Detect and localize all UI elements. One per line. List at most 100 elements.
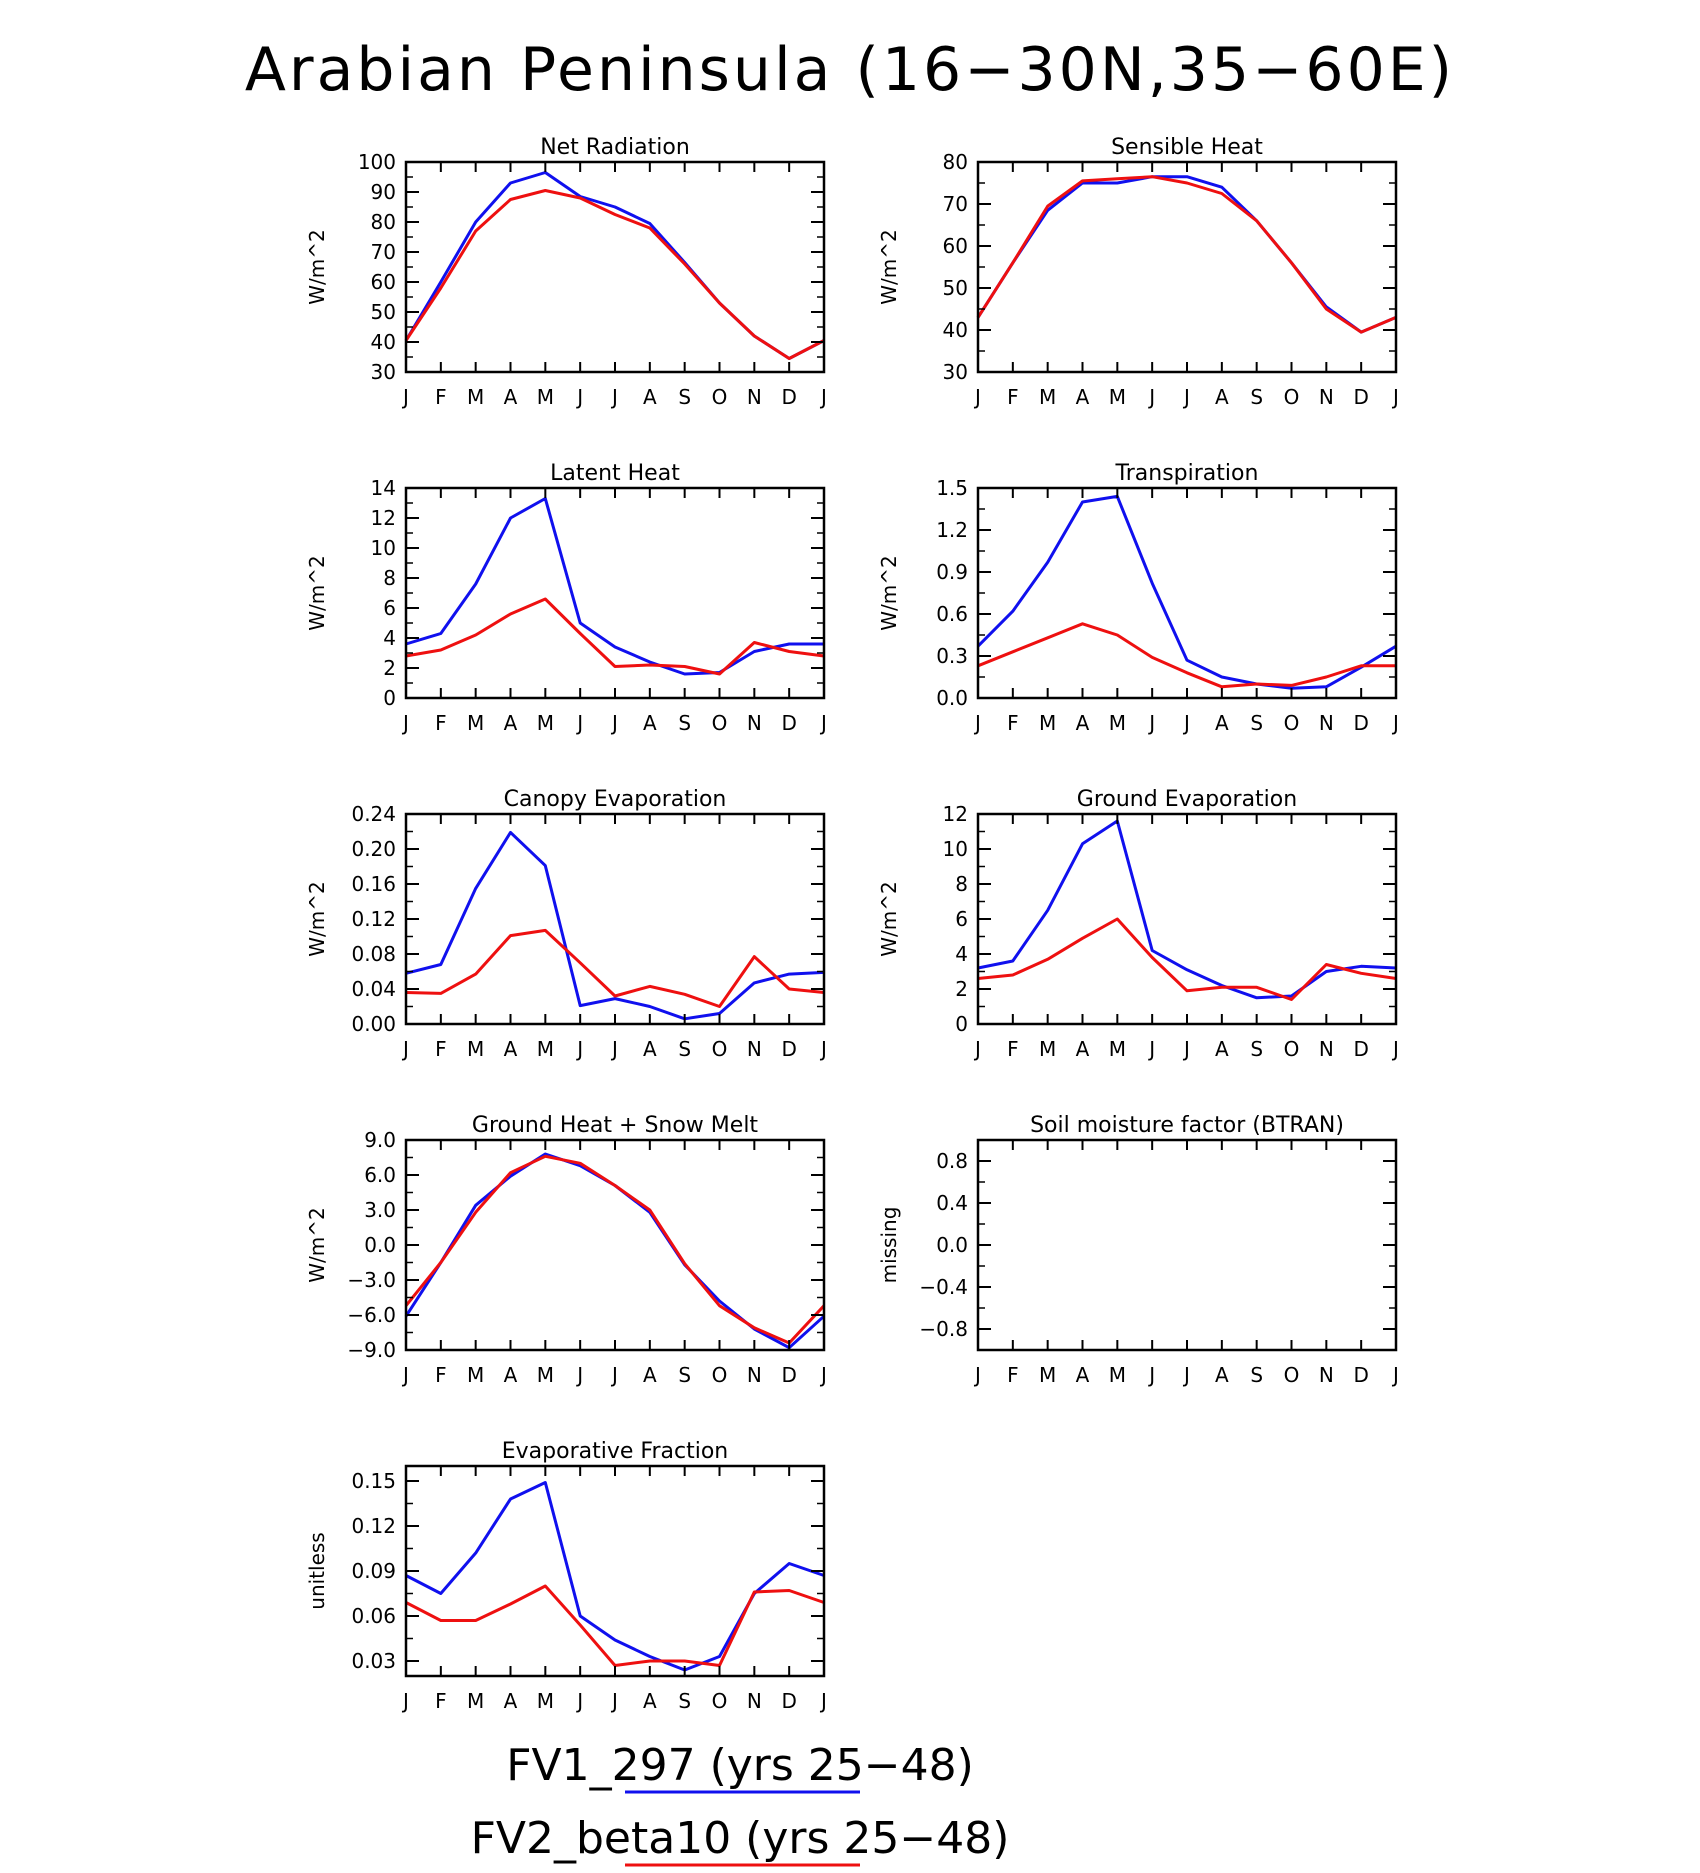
x-tick-label: O [1284, 1037, 1300, 1061]
x-tick-label: S [1250, 385, 1263, 409]
x-tick-label: J [973, 385, 981, 409]
y-tick-label: 6 [955, 907, 968, 931]
x-tick-label: N [747, 385, 762, 409]
x-tick-label: D [1353, 385, 1368, 409]
x-tick-label: M [467, 711, 484, 735]
x-tick-label: A [504, 1037, 518, 1061]
x-tick-label: M [1109, 385, 1126, 409]
x-tick-label: F [1007, 1363, 1019, 1387]
x-tick-label: M [1109, 711, 1126, 735]
panel-title: Canopy Evaporation [504, 787, 727, 812]
y-tick-label: −0.8 [919, 1317, 968, 1341]
x-tick-label: A [504, 385, 518, 409]
x-tick-label: J [401, 1689, 409, 1713]
y-tick-label: 0.06 [351, 1604, 396, 1628]
x-tick-label: N [747, 1363, 762, 1387]
y-tick-label: 4 [383, 626, 396, 650]
y-tick-label: 8 [955, 872, 968, 896]
x-tick-label: M [1109, 1037, 1126, 1061]
x-tick-label: D [1353, 1363, 1368, 1387]
panel-ground-heat-snow-melt: J F M A M J J A S O N D J9.06.03.00.0−3.0−6.0−9.0Gro… [305, 1113, 827, 1387]
x-tick-label: J [575, 385, 583, 409]
x-tick-label: O [1284, 385, 1300, 409]
x-tick-label: J [1147, 1037, 1155, 1061]
y-tick-label: 70 [371, 240, 396, 264]
x-tick-label: D [781, 385, 796, 409]
series-line-fv2-beta10 [976, 175, 1397, 334]
x-tick-label: F [1007, 1037, 1019, 1061]
x-tick-label: M [467, 1037, 484, 1061]
x-tick-label: N [1319, 385, 1334, 409]
y-tick-label: 0.8 [936, 1149, 968, 1173]
y-tick-label: 6.0 [364, 1163, 396, 1187]
y-tick-label: 0.08 [351, 942, 396, 966]
y-axis-label: W/m^2 [877, 229, 901, 304]
x-tick-label: J [575, 1037, 583, 1061]
x-tick-label: F [435, 1363, 447, 1387]
x-tick-label: S [678, 711, 691, 735]
y-tick-label: 0.12 [351, 907, 396, 931]
x-tick-label: M [1109, 1363, 1126, 1387]
x-tick-label: S [1250, 711, 1263, 735]
y-tick-label: 14 [371, 476, 396, 500]
y-tick-label: 30 [371, 360, 396, 384]
legend-label: FV2_beta10 (yrs 25−48) [471, 1813, 1010, 1864]
x-tick-label: M [467, 1689, 484, 1713]
x-tick-label: J [819, 711, 827, 735]
x-tick-label: J [1147, 385, 1155, 409]
y-tick-label: 40 [943, 318, 968, 342]
series-line-fv2-beta10 [404, 189, 825, 360]
y-tick-label: 70 [943, 192, 968, 216]
x-tick-label: M [537, 711, 554, 735]
y-axis-label: W/m^2 [305, 555, 329, 630]
x-tick-label: N [1319, 1363, 1334, 1387]
x-tick-label: J [1391, 711, 1399, 735]
x-tick-label: O [712, 1689, 728, 1713]
y-axis-label: W/m^2 [305, 881, 329, 956]
y-tick-label: 60 [371, 270, 396, 294]
y-axis-label: W/m^2 [305, 1207, 329, 1282]
x-tick-label: A [643, 1363, 657, 1387]
y-tick-label: 30 [943, 360, 968, 384]
y-tick-label: 3.0 [364, 1198, 396, 1222]
series-line-fv1-297 [404, 171, 825, 360]
x-tick-label: A [1076, 1363, 1090, 1387]
series-line-fv1-297 [977, 819, 1397, 1000]
series-line-fv2-beta10 [405, 597, 825, 676]
x-tick-label: M [1039, 1037, 1056, 1061]
y-axis-label: W/m^2 [877, 881, 901, 956]
x-tick-label: J [610, 1363, 618, 1387]
panel-title: Transpiration [1115, 461, 1259, 486]
x-tick-label: D [1353, 711, 1368, 735]
series-line-fv1-297 [405, 497, 824, 676]
x-tick-label: A [1076, 1037, 1090, 1061]
x-tick-label: A [643, 385, 657, 409]
panel-title: Sensible Heat [1111, 135, 1263, 160]
x-tick-label: J [1182, 1363, 1190, 1387]
x-tick-label: J [1182, 1037, 1190, 1061]
y-tick-label: 9.0 [364, 1128, 396, 1152]
x-tick-label: O [712, 1363, 728, 1387]
x-tick-label: J [401, 1363, 409, 1387]
x-tick-label: J [610, 1689, 618, 1713]
x-tick-label: F [435, 1689, 447, 1713]
x-tick-label: J [1391, 385, 1399, 409]
x-tick-label: A [1215, 711, 1229, 735]
x-tick-label: A [504, 1689, 518, 1713]
y-axis-label: W/m^2 [877, 555, 901, 630]
series-line-fv2-beta10 [405, 928, 825, 1008]
figure-title: Arabian Peninsula (16−30N,35−60E) [245, 35, 1455, 105]
x-tick-label: S [1250, 1363, 1263, 1387]
y-tick-label: 0.0 [936, 1233, 968, 1257]
y-tick-label: 10 [371, 536, 396, 560]
plot-frame [976, 1138, 1398, 1352]
x-tick-label: N [747, 711, 762, 735]
y-tick-label: 0.16 [351, 872, 396, 896]
x-tick-label: J [575, 711, 583, 735]
y-tick-label: 1.2 [936, 518, 968, 542]
y-tick-label: 0.6 [936, 602, 968, 626]
